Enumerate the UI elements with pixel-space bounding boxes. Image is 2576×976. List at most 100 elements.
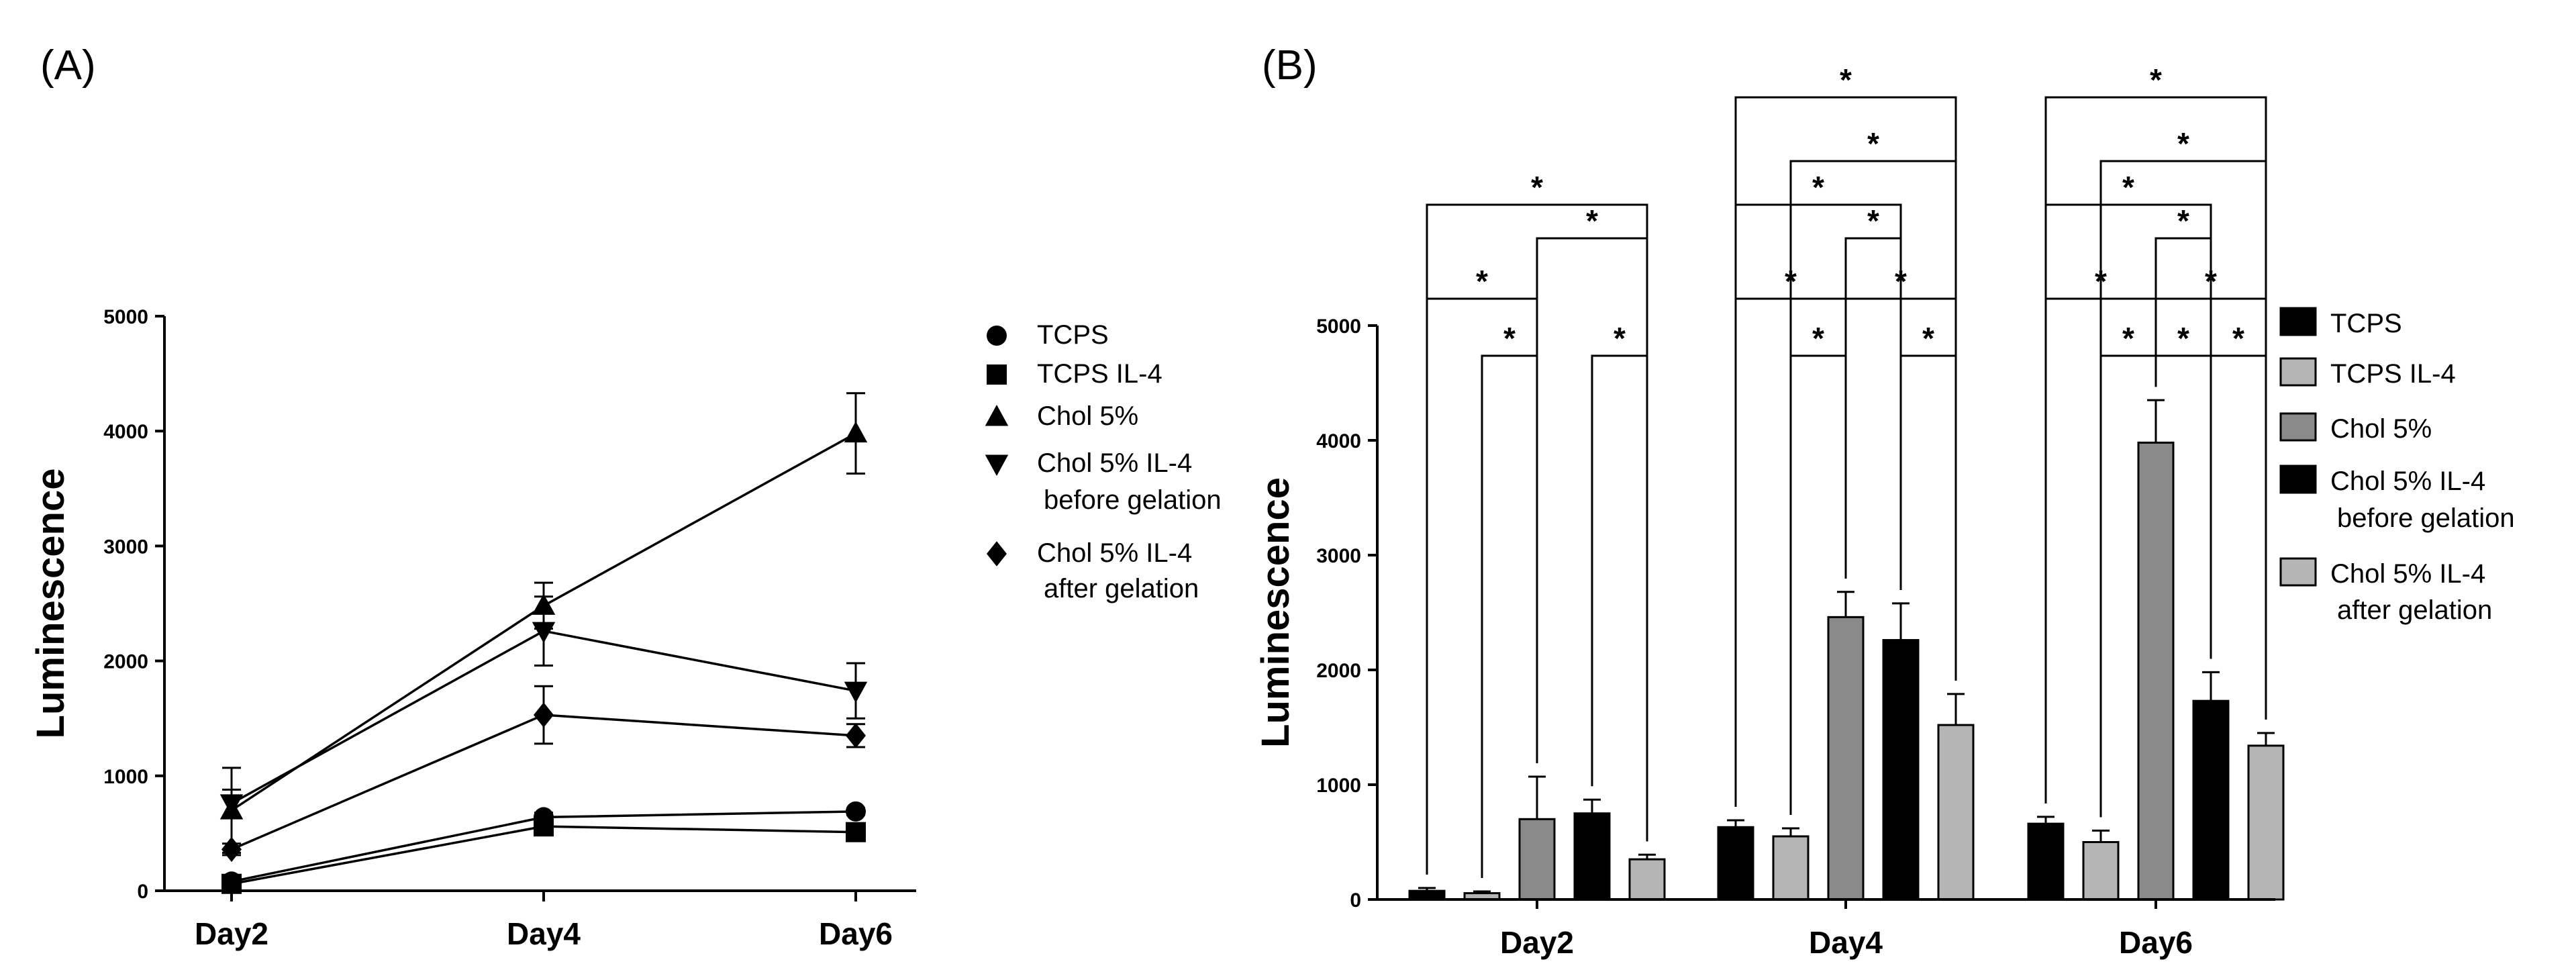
significance-bracket <box>1844 237 1902 590</box>
y-tick-label: 4000 <box>1316 430 1361 452</box>
significance-star: * <box>1867 126 1879 161</box>
data-point <box>534 702 554 728</box>
legend-marker <box>985 454 1009 476</box>
legend-marker <box>987 541 1007 567</box>
y-tick-label: 4000 <box>103 421 148 443</box>
bar <box>1882 639 1920 901</box>
significance-bracket <box>2044 203 2212 803</box>
panel-b-label: (B) <box>1262 42 1318 89</box>
significance-star: * <box>1503 321 1516 356</box>
legend-label: TCPS <box>1037 320 1109 350</box>
legend-label: before gelation <box>2337 503 2515 533</box>
panel-a-line-chart: 0 1000 2000 3000 4000 5000 Day2 Day4 Day6 Lumines… <box>29 306 1222 951</box>
significance-bracket <box>1734 96 1957 808</box>
y-tick-label: 0 <box>137 881 148 903</box>
data-point <box>844 681 868 703</box>
data-point <box>221 836 242 863</box>
bar <box>1937 724 1975 901</box>
bar <box>2027 822 2065 901</box>
y-tick-label: 1000 <box>1316 775 1361 797</box>
legend-swatch <box>2279 465 2317 494</box>
data-point <box>534 816 554 837</box>
y-tick-label: 5000 <box>103 306 148 328</box>
legend-label: Chol 5% <box>1037 401 1138 431</box>
bar <box>1717 826 1754 901</box>
legend-label: before gelation <box>1044 485 1222 515</box>
significance-star: * <box>1922 321 1934 356</box>
x-tick-label: Day4 <box>507 916 581 951</box>
legend-label: Chol 5% IL-4 <box>1037 448 1192 478</box>
y-axis-label: Luminescence <box>1254 477 1297 748</box>
significance-bracket <box>1789 160 1957 815</box>
bar <box>2082 841 2120 901</box>
y-axis-label: Luminescence <box>29 469 72 739</box>
legend-swatch <box>2279 412 2317 442</box>
y-tick-label: 5000 <box>1316 315 1361 338</box>
y-tick-label: 2000 <box>103 651 148 673</box>
significance-star: * <box>2232 321 2244 356</box>
legend-swatch <box>2279 357 2317 387</box>
y-tick-label: 3000 <box>103 536 148 558</box>
significance-star: * <box>2122 321 2134 356</box>
panel-b-bar-chart: Day2 Day4 Day6 0 1000 2000 3000 4000 5000 Lumines… <box>1254 62 2515 960</box>
bar <box>1827 616 1865 901</box>
significance-star: * <box>1867 203 1879 238</box>
data-point <box>221 873 242 894</box>
bar <box>1628 858 1666 901</box>
legend-label: Chol 5% IL-4 <box>2330 467 2485 496</box>
significance-star: * <box>2177 321 2189 356</box>
x-tick-label: Day2 <box>1500 925 1574 960</box>
bar <box>2137 441 2175 901</box>
significance-star: * <box>2150 62 2162 97</box>
data-point <box>219 794 244 816</box>
significance-star: * <box>2177 203 2189 238</box>
legend-label: Chol 5% IL-4 <box>1037 538 1192 568</box>
legend-label: after gelation <box>1044 574 1199 603</box>
bar <box>1573 812 1611 901</box>
legend-swatch <box>2279 557 2317 587</box>
legend-swatch <box>2279 307 2317 336</box>
legend-label: Chol 5% IL-4 <box>2330 559 2485 589</box>
significance-bracket <box>1899 354 1957 681</box>
significance-star: * <box>1476 264 1488 299</box>
significance-star: * <box>2122 170 2134 205</box>
x-tick-label: Day2 <box>195 916 268 951</box>
x-tick-label: Day6 <box>2119 925 2193 960</box>
y-tick-label: 2000 <box>1316 660 1361 682</box>
y-tick-label: 0 <box>1350 889 1361 912</box>
bar <box>1772 835 1810 901</box>
legend-marker <box>987 326 1007 346</box>
significance-bracket <box>2044 96 2267 803</box>
panel-a-label: (A) <box>40 42 96 89</box>
data-point <box>846 801 866 822</box>
significance-star: * <box>2177 126 2189 161</box>
data-point <box>844 421 868 443</box>
legend-label: TCPS IL-4 <box>2330 359 2456 389</box>
data-point <box>532 622 556 644</box>
significance-bracket <box>1426 203 1648 875</box>
significance-star: * <box>1531 170 1543 205</box>
y-tick-label: 3000 <box>1316 545 1361 567</box>
bar <box>2192 699 2230 901</box>
legend-marker <box>987 364 1007 385</box>
significance-bracket <box>2099 160 2267 818</box>
significance-bracket <box>2210 354 2267 720</box>
data-point <box>846 822 866 842</box>
significance-bracket <box>1734 203 1902 808</box>
x-tick-label: Day4 <box>1809 925 1883 960</box>
significance-star: * <box>1840 62 1852 97</box>
legend-label: after gelation <box>2337 595 2492 625</box>
significance-star: * <box>1812 321 1824 356</box>
significance-star: * <box>1586 203 1598 238</box>
legend-label: Chol 5% <box>2330 414 2432 444</box>
significance-bracket <box>1591 354 1648 842</box>
bar <box>1518 818 1556 901</box>
x-tick-label: Day6 <box>819 916 893 951</box>
data-point <box>846 723 866 748</box>
legend-label: TCPS <box>2330 309 2402 338</box>
bar <box>2247 744 2285 901</box>
significance-bracket <box>1481 354 1538 879</box>
y-tick-label: 1000 <box>103 766 148 788</box>
legend-marker <box>985 405 1009 426</box>
